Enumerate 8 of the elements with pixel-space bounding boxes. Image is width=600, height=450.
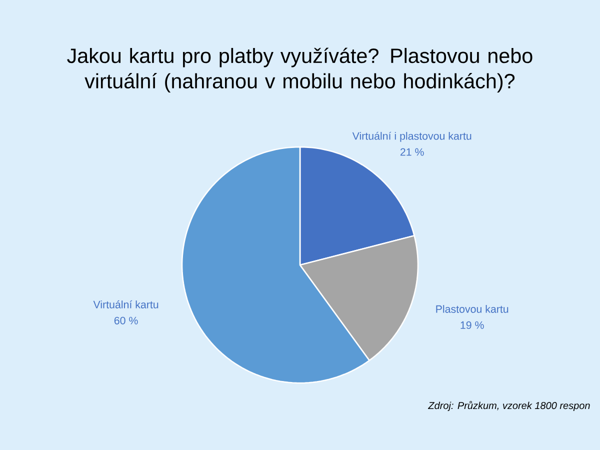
slice-label: Plastovou kartu xyxy=(436,305,508,313)
data-label: 19 % xyxy=(460,321,484,329)
slice-label: Virtuální kartu xyxy=(93,300,158,308)
data-label: 21 % xyxy=(400,148,424,156)
slice-label: Virtuální i plastovou kartu xyxy=(352,132,472,142)
chart-title: Jakou kartu pro platby využíváte? Plastovou nebo virtuální (nahranou v mobilu nebo hodinkách)? xyxy=(67,48,532,93)
data-label: 60 % xyxy=(114,316,138,324)
text: Zdroj: Průzkum, vzorek 1800 respon xyxy=(428,400,590,412)
